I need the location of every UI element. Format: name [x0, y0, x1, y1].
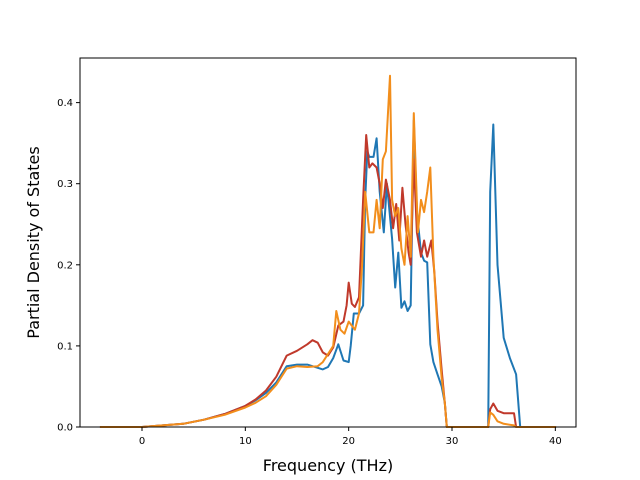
- y-tick-label: 0.0: [57, 423, 73, 434]
- y-axis-title: Partial Density of States: [24, 146, 43, 338]
- x-tick-label: 10: [239, 436, 252, 447]
- series-line-1: [99, 119, 557, 428]
- x-tick-label: 0: [139, 436, 145, 447]
- x-tick-label: 20: [342, 436, 355, 447]
- x-axis-ticks: 0 10 20 30 40: [139, 427, 562, 447]
- x-tick-label: 40: [549, 436, 562, 447]
- y-tick-label: 0.2: [57, 260, 73, 271]
- y-tick-label: 0.1: [57, 341, 73, 352]
- y-axis-ticks: 0.0 0.1 0.2 0.3 0.4: [57, 98, 80, 434]
- y-tick-label: 0.4: [57, 98, 73, 109]
- series-line-3: [99, 74, 557, 428]
- series-line-2: [99, 134, 557, 428]
- axes-frame: [79, 57, 577, 428]
- y-tick-label: 0.3: [57, 179, 73, 190]
- series-layer: [99, 74, 557, 428]
- x-axis-title: Frequency (THz): [263, 456, 393, 475]
- x-tick-label: 30: [446, 436, 459, 447]
